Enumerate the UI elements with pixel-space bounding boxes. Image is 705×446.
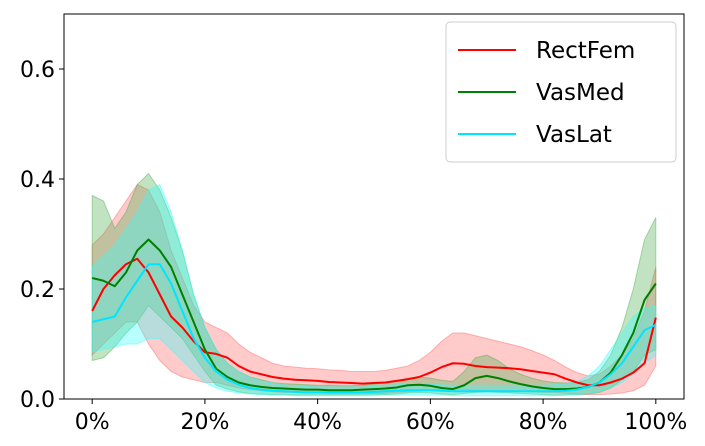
x-axis: 0% 20% 40% 60% 80% 100% — [75, 399, 687, 435]
legend: RectFem VasMed VasLat — [445, 21, 677, 163]
vaslat-band — [91, 183, 657, 397]
legend-box — [445, 21, 677, 163]
y-tick-label: 0.4 — [20, 168, 55, 193]
y-tick-label: 0.0 — [20, 388, 55, 413]
rectfem-line — [91, 257, 657, 387]
confidence-bands — [91, 172, 657, 397]
vaslat-line — [91, 263, 657, 394]
x-tick-label: 80% — [519, 410, 568, 435]
x-tick-label: 20% — [180, 410, 229, 435]
x-tick-label: 0% — [75, 410, 110, 435]
y-tick-label: 0.6 — [20, 58, 55, 83]
plot-frame — [63, 13, 685, 400]
x-tick-label: 60% — [406, 410, 455, 435]
y-axis: 0.0 0.2 0.4 0.6 — [20, 58, 64, 413]
vasmed-band — [91, 172, 657, 396]
x-tick-label: 40% — [293, 410, 342, 435]
legend-label-vasmed: VasMed — [536, 80, 625, 106]
y-tick-label: 0.2 — [20, 278, 55, 303]
legend-label-rectfem: RectFem — [536, 38, 635, 64]
series-lines — [91, 238, 657, 394]
legend-label-vaslat: VasLat — [536, 122, 612, 148]
x-tick-label: 100% — [624, 410, 687, 435]
vasmed-line — [91, 238, 657, 392]
rectfem-band — [91, 183, 657, 396]
